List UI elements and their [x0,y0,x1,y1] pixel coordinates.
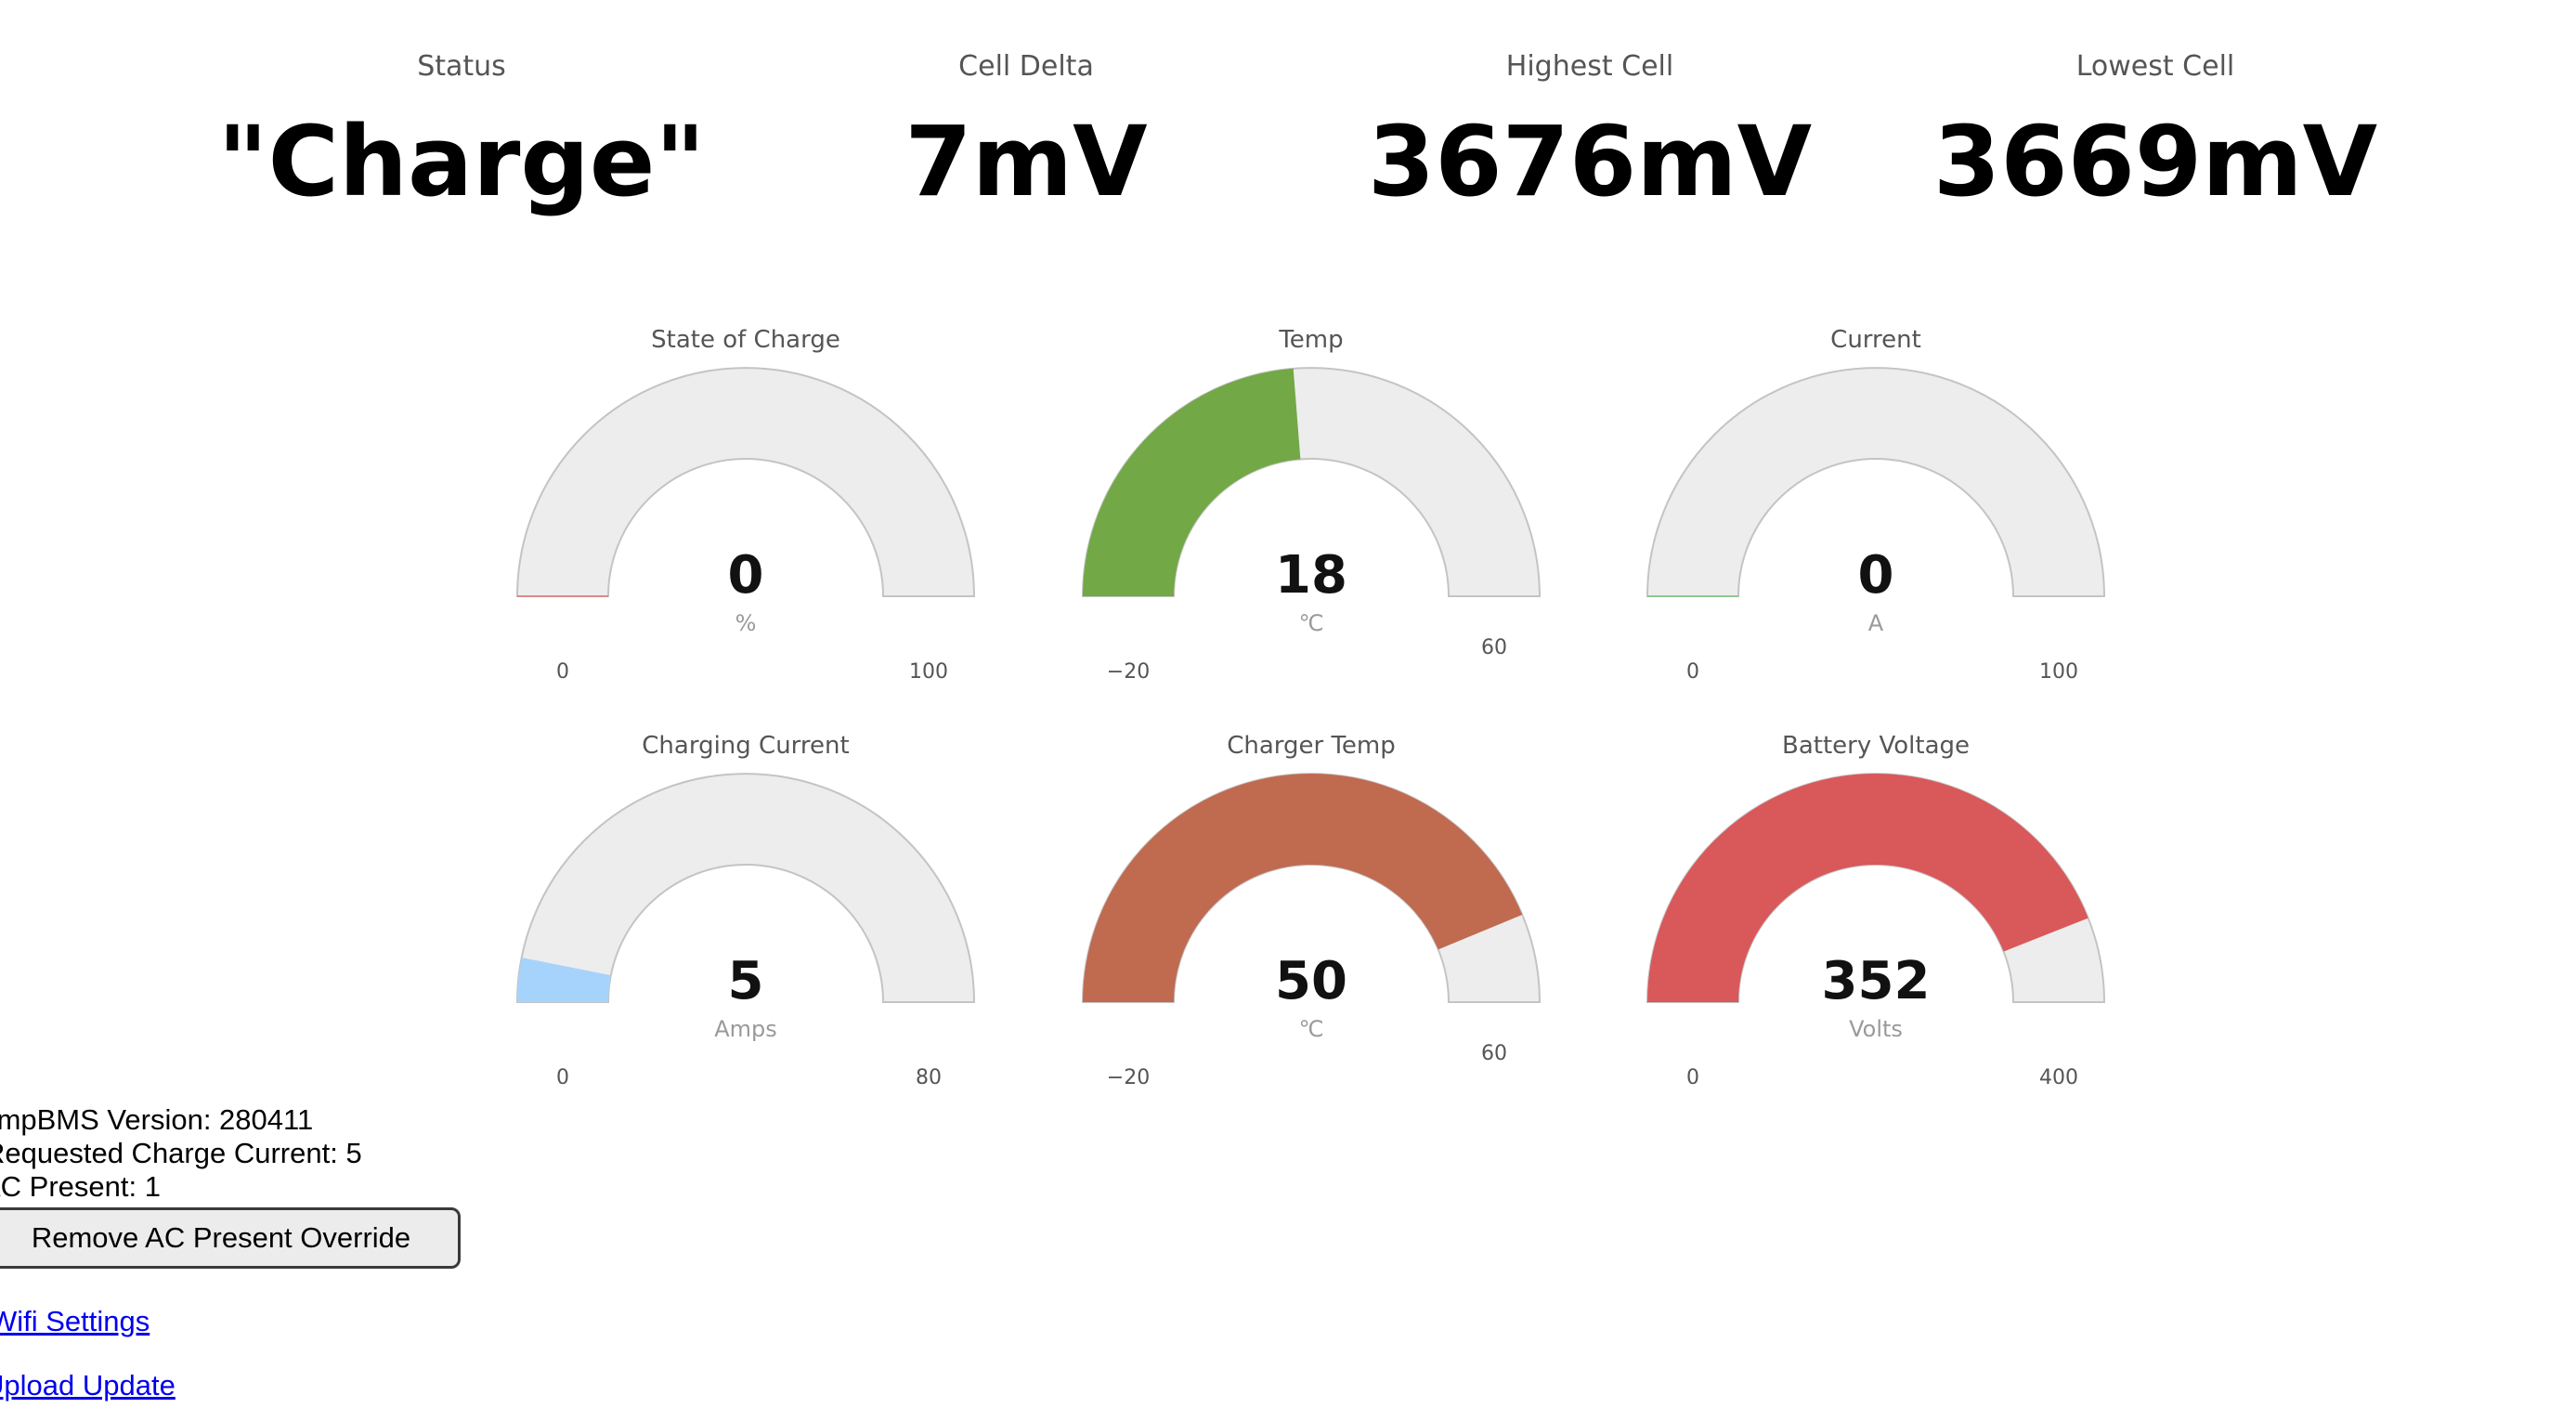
gauge-unit: Amps [714,1016,777,1042]
gauge-title: Charging Current [642,732,849,760]
gauge-fill [1647,774,2088,1002]
gauge-value: 0 [728,545,764,606]
requested-charge-current-text: Requested Charge Current: 5 [0,1137,362,1169]
gauge-temp: Temp 18 ℃ −20 60 [1060,321,1562,684]
stat-status-value: "Charge" [217,105,706,218]
gauge-svg: Temp 18 ℃ −20 60 [1081,326,1542,684]
gauge-min-label: −20 [1107,660,1150,684]
remove-ac-override-button[interactable]: Remove AC Present Override [0,1207,461,1269]
gauge-unit: A [1868,610,1884,636]
gauge-svg: Current 0 A 0 100 [1646,326,2106,684]
gauge-value: 50 [1275,951,1347,1011]
stat-lowest-cell: Lowest Cell 3669mV [1877,48,2434,225]
gauge-min-label: 0 [556,1066,569,1089]
gauge-fill [1083,774,1523,1002]
gauge-title: Charger Temp [1227,732,1396,760]
wifi-settings-link[interactable]: Wifi Settings [0,1305,150,1337]
stat-status: Status "Charge" [183,48,740,225]
gauge-title: Current [1830,326,1921,354]
gauge-title: Temp [1278,326,1343,354]
gauge-min-label: 0 [1686,1066,1699,1089]
info-block: SimpBMS Version: 280411 Requested Charge… [0,1103,557,1204]
gauge-max-label: 400 [2039,1066,2078,1089]
ac-present-text: AC Present: 1 [0,1170,161,1203]
gauge-charger-temp: Charger Temp 50 ℃ −20 60 [1060,727,1562,1089]
gauge-min-label: −20 [1107,1066,1150,1089]
gauge-max-label: 80 [916,1066,942,1089]
gauge-max-label: 60 [1481,1042,1507,1065]
stat-cell-delta: Cell Delta 7mV [748,48,1305,225]
gauge-min-label: 0 [1686,660,1699,684]
gauge-background [515,773,976,1003]
gauge-max-label: 60 [1481,636,1507,659]
gauge-max-label: 100 [909,660,948,684]
gauge-svg: Battery Voltage 352 Volts 0 400 [1646,732,2106,1089]
gauge-title: State of Charge [651,326,840,354]
stat-highest-cell: Highest Cell 3676mV [1311,48,1868,225]
gauge-unit: % [735,610,757,636]
stat-cell-delta-label: Cell Delta [958,50,1094,83]
stat-highest-cell-label: Highest Cell [1505,50,1674,83]
stat-status-label: Status [417,50,506,83]
gauge-current: Current 0 A 0 100 [1625,321,2127,684]
version-text: SimpBMS Version: 280411 [0,1103,314,1136]
gauge-unit: Volts [1849,1016,1903,1042]
gauge-value: 5 [728,951,764,1011]
gauge-unit: ℃ [1299,610,1324,636]
stat-lowest-cell-value: 3669mV [1932,105,2378,218]
gauge-fill [517,958,611,1002]
gauge-max-label: 100 [2039,660,2078,684]
gauge-min-label: 0 [556,660,569,684]
gauge-value: 352 [1822,951,1931,1011]
gauge-state-of-charge: State of Charge 0% 0 100 [495,321,996,684]
stat-cell-delta-value: 7mV [904,105,1148,218]
gauge-title: Battery Voltage [1782,732,1970,760]
gauge-unit: ℃ [1299,1016,1324,1042]
gauge-fill [1083,368,1301,596]
gauge-svg: Charger Temp 50 ℃ −20 60 [1081,732,1542,1089]
stat-highest-cell-value: 3676mV [1367,105,1813,218]
gauge-value: 0 [1858,545,1894,606]
gauge-background [1646,367,2106,597]
stat-lowest-cell-label: Lowest Cell [2075,50,2235,83]
gauge-svg: Charging Current 5 Amps 0 80 [515,732,976,1089]
gauge-battery-voltage: Battery Voltage 352 Volts 0 400 [1625,727,2127,1089]
gauge-value: 18 [1275,545,1347,606]
gauge-svg: State of Charge 0% 0 100 [515,326,976,684]
upload-update-link[interactable]: Upload Update [0,1369,176,1401]
gauge-charging-current: Charging Current 5 Amps 0 80 [495,727,996,1089]
gauge-background [515,367,976,597]
